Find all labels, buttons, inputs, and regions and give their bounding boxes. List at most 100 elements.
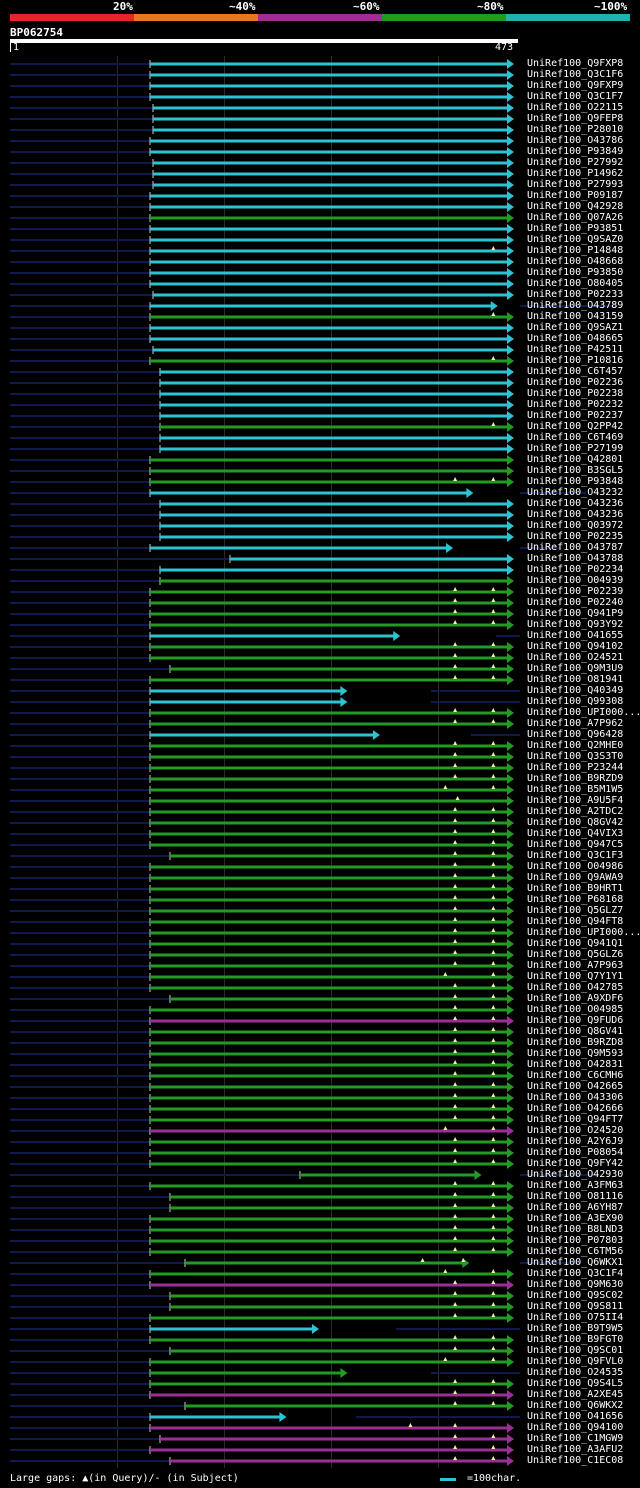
hit-label[interactable]: UniRef100_P23244 <box>527 762 624 773</box>
hit-label[interactable]: UniRef100_Q9SC01 <box>527 1345 624 1356</box>
hit-label[interactable]: UniRef100_UPI000... <box>527 707 640 718</box>
hit-label[interactable]: UniRef100_Q9SAZ1 <box>527 322 624 333</box>
hit-label[interactable]: UniRef100_P02237 <box>527 410 624 421</box>
hit-label[interactable]: UniRef100_Q9FUD6 <box>527 1015 624 1026</box>
hit-label[interactable]: UniRef100_B3SGL5 <box>527 465 624 476</box>
hit-label[interactable]: UniRef100_O43787 <box>527 542 624 553</box>
hit-label[interactable]: UniRef100_P14962 <box>527 168 624 179</box>
hit-label[interactable]: UniRef100_Q94FT8 <box>527 916 624 927</box>
hit-label[interactable]: UniRef100_P02239 <box>527 586 624 597</box>
hit-label[interactable]: UniRef100_P10816 <box>527 355 624 366</box>
hit-label[interactable]: UniRef100_Q947C5 <box>527 839 624 850</box>
hit-label[interactable]: UniRef100_P02234 <box>527 564 624 575</box>
hit-label[interactable]: UniRef100_Q9M593 <box>527 1048 624 1059</box>
hit-label[interactable]: UniRef100_Q93Y92 <box>527 619 624 630</box>
hit-label[interactable]: UniRef100_P02233 <box>527 289 624 300</box>
hit-label[interactable]: UniRef100_P02240 <box>527 597 624 608</box>
hit-label[interactable]: UniRef100_O04985 <box>527 1004 624 1015</box>
hit-label[interactable]: UniRef100_Q8GV42 <box>527 817 624 828</box>
hit-label[interactable]: UniRef100_Q94100 <box>527 1422 624 1433</box>
hit-label[interactable]: UniRef100_B9RZD8 <box>527 1037 624 1048</box>
hit-label[interactable]: UniRef100_Q3C1F6 <box>527 69 624 80</box>
hit-label[interactable]: UniRef100_A7P963 <box>527 960 624 971</box>
hit-label[interactable]: UniRef100_Q9SAZ0 <box>527 234 624 245</box>
hit-label[interactable]: UniRef100_A2XE45 <box>527 1389 624 1400</box>
hit-label[interactable]: UniRef100_A2TDC2 <box>527 806 624 817</box>
hit-label[interactable]: UniRef100_Q99308 <box>527 696 624 707</box>
hit-label[interactable]: UniRef100_A7P962 <box>527 718 624 729</box>
hit-label[interactable]: UniRef100_O42666 <box>527 1103 624 1114</box>
hit-label[interactable]: UniRef100_P07803 <box>527 1235 624 1246</box>
hit-label[interactable]: UniRef100_B9T9W5 <box>527 1323 624 1334</box>
hit-label[interactable]: UniRef100_Q5GLZ7 <box>527 905 624 916</box>
hit-label[interactable]: UniRef100_Q9FXP9 <box>527 80 624 91</box>
hit-label[interactable]: UniRef100_Q40349 <box>527 685 624 696</box>
hit-label[interactable]: UniRef100_P93848 <box>527 476 624 487</box>
hit-label[interactable]: UniRef100_A6YH87 <box>527 1202 624 1213</box>
hit-label[interactable]: UniRef100_Q9M630 <box>527 1279 624 1290</box>
hit-label[interactable]: UniRef100_P14848 <box>527 245 624 256</box>
hit-label[interactable]: UniRef100_Q9S811 <box>527 1301 624 1312</box>
hit-label[interactable]: UniRef100_Q5GLZ6 <box>527 949 624 960</box>
hit-label[interactable]: UniRef100_P27992 <box>527 157 624 168</box>
hit-label[interactable]: UniRef100_P02232 <box>527 399 624 410</box>
hit-label[interactable]: UniRef100_P42511 <box>527 344 624 355</box>
hit-label[interactable]: UniRef100_O75II4 <box>527 1312 624 1323</box>
hit-label[interactable]: UniRef100_P09187 <box>527 190 624 201</box>
hit-label[interactable]: UniRef100_Q3C1F7 <box>527 91 624 102</box>
hit-label[interactable]: UniRef100_Q94FT7 <box>527 1114 624 1125</box>
hit-label[interactable]: UniRef100_P93851 <box>527 223 624 234</box>
hit-label[interactable]: UniRef100_Q94102 <box>527 641 624 652</box>
hit-label[interactable]: UniRef100_Q9M3U9 <box>527 663 624 674</box>
hit-label[interactable]: UniRef100_P68168 <box>527 894 624 905</box>
hit-label[interactable]: UniRef100_Q9FXP8 <box>527 58 624 69</box>
hit-label[interactable]: UniRef100_Q42801 <box>527 454 624 465</box>
hit-label[interactable]: UniRef100_O04986 <box>527 861 624 872</box>
hit-label[interactable]: UniRef100_O43306 <box>527 1092 624 1103</box>
hit-label[interactable]: UniRef100_O81941 <box>527 674 624 685</box>
hit-label[interactable]: UniRef100_C1EC08 <box>527 1455 624 1466</box>
hit-label[interactable]: UniRef100_O42831 <box>527 1059 624 1070</box>
hit-label[interactable]: UniRef100_Q2MHE0 <box>527 740 624 751</box>
hit-label[interactable]: UniRef100_Q9FVL0 <box>527 1356 624 1367</box>
hit-label[interactable]: UniRef100_Q96428 <box>527 729 624 740</box>
hit-label[interactable]: UniRef100_A9U5F4 <box>527 795 624 806</box>
hit-label[interactable]: UniRef100_Q9AWA9 <box>527 872 624 883</box>
hit-label[interactable]: UniRef100_Q7Y1Y1 <box>527 971 624 982</box>
hit-label[interactable]: UniRef100_O24535 <box>527 1367 624 1378</box>
hit-label[interactable]: UniRef100_O81116 <box>527 1191 624 1202</box>
hit-label[interactable]: UniRef100_O43159 <box>527 311 624 322</box>
hit-label[interactable]: UniRef100_A2Y6J9 <box>527 1136 624 1147</box>
hit-label[interactable]: UniRef100_Q9FY42 <box>527 1158 624 1169</box>
hit-label[interactable]: UniRef100_Q3C1F4 <box>527 1268 624 1279</box>
hit-label[interactable]: UniRef100_Q42928 <box>527 201 624 212</box>
hit-label[interactable]: UniRef100_Q9SC02 <box>527 1290 624 1301</box>
hit-label[interactable]: UniRef100_O42785 <box>527 982 624 993</box>
hit-label[interactable]: UniRef100_C6CMH6 <box>527 1070 624 1081</box>
hit-label[interactable]: UniRef100_Q3C1F3 <box>527 850 624 861</box>
hit-label[interactable]: UniRef100_Q9FEP8 <box>527 113 624 124</box>
hit-label[interactable]: UniRef100_A3FM63 <box>527 1180 624 1191</box>
hit-label[interactable]: UniRef100_O43788 <box>527 553 624 564</box>
hit-label[interactable]: UniRef100_P02238 <box>527 388 624 399</box>
hit-label[interactable]: UniRef100_O80405 <box>527 278 624 289</box>
hit-label[interactable]: UniRef100_C6TM56 <box>527 1246 624 1257</box>
hit-label[interactable]: UniRef100_O43236 <box>527 509 624 520</box>
hit-label[interactable]: UniRef100_P02235 <box>527 531 624 542</box>
hit-label[interactable]: UniRef100_Q941P9 <box>527 608 624 619</box>
hit-label[interactable]: UniRef100_O43786 <box>527 135 624 146</box>
hit-label[interactable]: UniRef100_B5M1W5 <box>527 784 624 795</box>
hit-label[interactable]: UniRef100_P93850 <box>527 267 624 278</box>
hit-label[interactable]: UniRef100_O42665 <box>527 1081 624 1092</box>
hit-label[interactable]: UniRef100_P08054 <box>527 1147 624 1158</box>
hit-label[interactable]: UniRef100_O48665 <box>527 333 624 344</box>
hit-label[interactable]: UniRef100_UPI000... <box>527 927 640 938</box>
hit-label[interactable]: UniRef100_Q6WKX2 <box>527 1400 624 1411</box>
hit-label[interactable]: UniRef100_B9RZD9 <box>527 773 624 784</box>
hit-label[interactable]: UniRef100_O04939 <box>527 575 624 586</box>
hit-label[interactable]: UniRef100_O41656 <box>527 1411 624 1422</box>
hit-label[interactable]: UniRef100_Q03972 <box>527 520 624 531</box>
hit-label[interactable]: UniRef100_Q07A26 <box>527 212 624 223</box>
hit-label[interactable]: UniRef100_Q3S3T0 <box>527 751 624 762</box>
hit-label[interactable]: UniRef100_O43232 <box>527 487 624 498</box>
